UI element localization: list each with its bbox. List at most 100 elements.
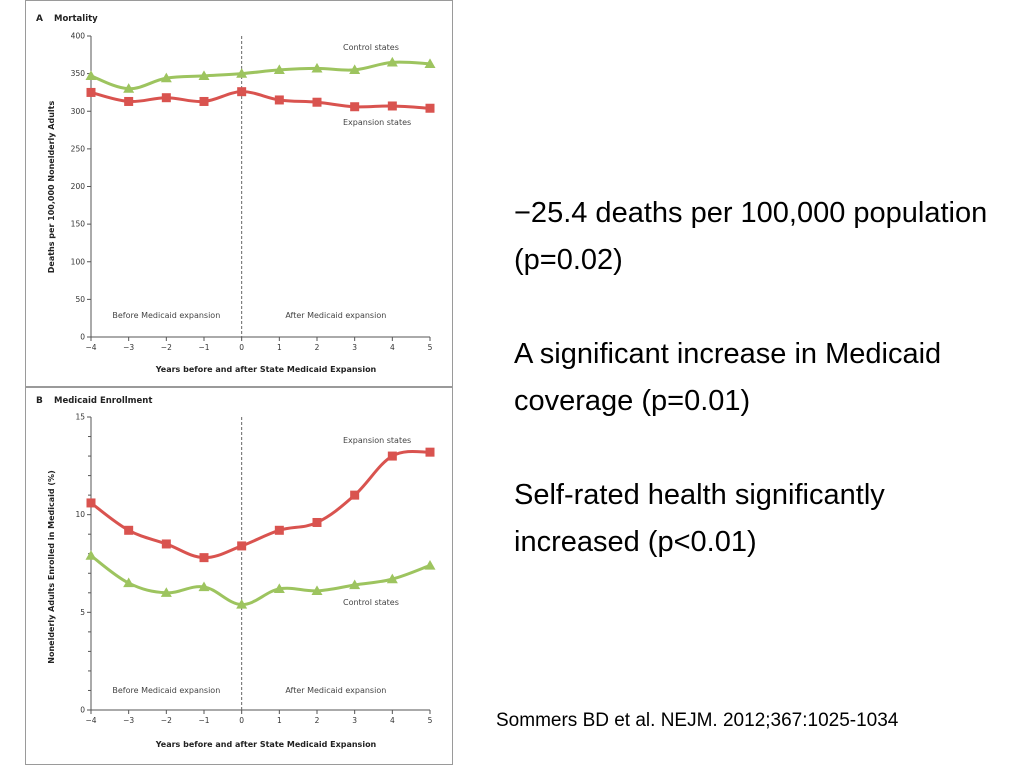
x-tick-label: 2 <box>315 343 320 352</box>
data-point-expansion-states <box>350 490 360 500</box>
x-tick-label: −4 <box>85 343 96 352</box>
x-tick-label: −3 <box>123 343 134 352</box>
data-point-expansion-states <box>161 539 171 549</box>
x-tick-label: 4 <box>390 716 395 725</box>
data-point-expansion-states <box>237 87 247 97</box>
panel-divider <box>25 386 453 388</box>
x-tick-label: −1 <box>198 716 209 725</box>
data-point-control-states <box>424 58 436 68</box>
data-point-control-states <box>160 587 172 597</box>
x-tick-label: 0 <box>239 716 244 725</box>
y-tick-label: 5 <box>80 608 85 617</box>
series-line-control-states <box>90 60 431 91</box>
y-tick-label: 200 <box>71 182 86 191</box>
data-point-control-states <box>311 62 323 73</box>
data-point-control-states <box>85 550 97 560</box>
plot-area: 0 5 10 15 −4 −3 −2 −1 0 1 2 3 4 5 Before Medicaid expa… <box>75 413 436 725</box>
region-label-after: After Medicaid expansion <box>285 686 386 695</box>
region-label-before: Before Medicaid expansion <box>112 311 220 320</box>
x-tick-label: −4 <box>85 716 96 725</box>
finding-coverage: A significant increase in Medicaid cover… <box>514 338 942 417</box>
series-label-expansion-states: Expansion states <box>343 436 411 445</box>
data-point-control-states <box>424 559 436 570</box>
series-label-expansion-states: Expansion states <box>343 118 411 127</box>
plot-area: 0 50 100 150 200 250 300 350 400 −4 −3 −2 −1 0 1 2 3 4 5 Be… <box>71 32 436 352</box>
series-line-control-states <box>90 554 431 607</box>
x-axis-title: Years before and after State Medicaid Ex… <box>155 740 377 749</box>
finding-mortality: −25.4 deaths per 100,000 population (p=0… <box>514 197 988 276</box>
data-point-control-states <box>123 83 135 93</box>
data-point-control-states <box>160 72 172 83</box>
x-tick-label: −2 <box>161 343 172 352</box>
y-tick-label: 0 <box>80 333 85 342</box>
data-point-control-states <box>386 573 398 584</box>
panel-letter-b: B <box>36 396 43 406</box>
y-tick-label: 0 <box>80 706 85 715</box>
data-point-expansion-states <box>425 103 435 113</box>
data-point-expansion-states <box>237 541 247 551</box>
citation: Sommers BD et al. NEJM. 2012;367:1025-10… <box>496 710 899 731</box>
data-point-control-states <box>386 56 398 67</box>
y-tick-label: 400 <box>71 32 86 41</box>
series-line-expansion-states <box>90 449 431 560</box>
y-tick-label: 100 <box>71 257 86 266</box>
data-point-control-states <box>198 581 210 592</box>
data-point-control-states <box>236 68 248 78</box>
series-label-control-states: Control states <box>343 43 399 52</box>
y-tick-label: 150 <box>71 220 86 229</box>
data-point-expansion-states <box>199 553 209 563</box>
data-point-expansion-states <box>350 102 360 112</box>
x-tick-label: 3 <box>352 716 357 725</box>
y-tick-label: 50 <box>75 295 85 304</box>
chart-title-enrollment: Medicaid Enrollment <box>54 396 152 406</box>
data-point-expansion-states <box>387 451 397 461</box>
data-point-control-states <box>85 70 97 81</box>
data-point-expansion-states <box>124 96 134 106</box>
y-tick-label: 250 <box>71 144 86 153</box>
data-point-expansion-states <box>312 517 322 527</box>
data-point-control-states <box>198 70 210 81</box>
data-point-expansion-states <box>387 101 397 111</box>
panel-letter-a: A <box>36 14 43 24</box>
x-tick-label: 5 <box>428 343 433 352</box>
data-point-control-states <box>311 585 323 595</box>
data-point-expansion-states <box>161 93 171 103</box>
x-tick-label: 3 <box>352 343 357 352</box>
y-tick-label: 10 <box>75 510 85 519</box>
mortality-chart: A Mortality Deaths per 100,000 Nonelderl… <box>36 14 436 374</box>
data-point-control-states <box>273 64 285 74</box>
y-axis-title: Nonelderly Adults Enrolled in Medicaid (… <box>47 470 56 663</box>
region-label-before: Before Medicaid expansion <box>112 686 220 695</box>
figure-frame <box>25 0 453 765</box>
x-axis-title: Years before and after State Medicaid Ex… <box>155 365 377 374</box>
data-point-control-states <box>349 64 361 74</box>
y-tick-label: 300 <box>71 107 86 116</box>
data-point-expansion-states <box>86 498 96 508</box>
chart-title-mortality: Mortality <box>54 14 98 24</box>
x-tick-label: 5 <box>428 716 433 725</box>
data-point-control-states <box>123 577 135 588</box>
x-tick-label: 2 <box>315 716 320 725</box>
data-point-expansion-states <box>274 95 284 105</box>
x-tick-label: 0 <box>239 343 244 352</box>
data-point-control-states <box>273 583 285 594</box>
data-point-expansion-states <box>199 96 209 106</box>
y-tick-label: 350 <box>71 69 86 78</box>
x-tick-label: −3 <box>123 716 134 725</box>
data-point-expansion-states <box>274 525 284 535</box>
series-label-control-states: Control states <box>343 598 399 607</box>
x-tick-label: 1 <box>277 716 282 725</box>
data-point-expansion-states <box>425 447 435 457</box>
finding-self-rated-health: Self-rated health significantly increase… <box>514 479 885 558</box>
y-axis-title: Deaths per 100,000 Nonelderly Adults <box>47 101 56 274</box>
data-point-expansion-states <box>312 97 322 107</box>
x-tick-label: 4 <box>390 343 395 352</box>
data-point-control-states <box>349 579 361 590</box>
series-line-expansion-states <box>90 90 431 110</box>
y-tick-label: 15 <box>75 413 85 422</box>
findings-summary: −25.4 deaths per 100,000 population (p=0… <box>514 190 994 613</box>
x-tick-label: −2 <box>161 716 172 725</box>
x-tick-label: 1 <box>277 343 282 352</box>
data-point-expansion-states <box>86 87 96 97</box>
data-point-expansion-states <box>124 525 134 535</box>
